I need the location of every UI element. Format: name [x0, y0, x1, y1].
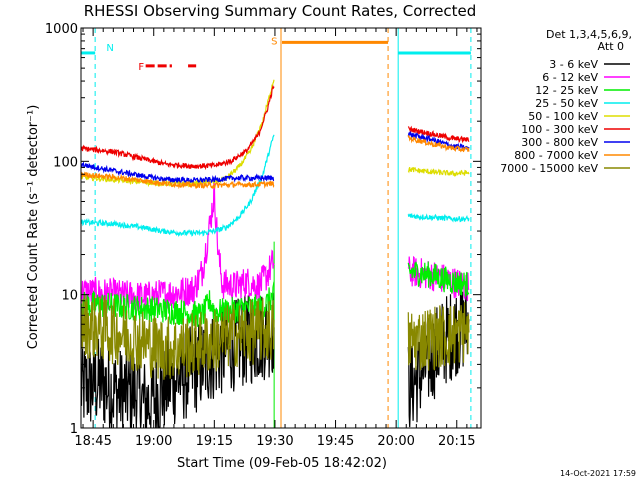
- legend-label-300-800-kev: 300 - 800 keV: [521, 136, 598, 149]
- legend-header-line2: Att 0: [598, 40, 624, 53]
- x-tick-label: 19:45: [317, 434, 354, 449]
- legend-label-6-12-kev: 6 - 12 keV: [542, 71, 598, 84]
- legend-label-25-50-kev: 25 - 50 keV: [535, 97, 598, 110]
- series-100-300-kev: [81, 84, 470, 171]
- night-label: N: [106, 43, 113, 54]
- series-50-100-kev: [81, 79, 470, 188]
- y-tick-label: 1: [70, 422, 78, 437]
- axis-ticks: 1 10 100 1000 18:45 19:00 19:15 19:30 19:45 20:00…: [45, 22, 481, 449]
- legend-label-800-7000-kev: 800 - 7000 keV: [514, 149, 598, 162]
- x-tick-label: 20:15: [438, 434, 475, 449]
- series-line: [407, 213, 470, 223]
- legend-label-50-100-kev: 50 - 100 keV: [528, 110, 598, 123]
- series-line: [81, 295, 275, 380]
- y-tick-label: 100: [53, 155, 78, 170]
- flare-label: F: [138, 62, 144, 73]
- series-6-12-kev: [81, 179, 470, 311]
- series-7000-15000-kev: [81, 295, 470, 380]
- legend-label-3-6-kev: 3 - 6 keV: [549, 58, 598, 71]
- status-bars: N F S: [81, 36, 471, 73]
- series-25-50-kev: [81, 134, 470, 238]
- series-line: [81, 134, 275, 238]
- y-axis-label: Corrected Count Rate (s⁻¹ detector⁻¹): [26, 105, 41, 350]
- x-tick-label: 19:15: [196, 434, 233, 449]
- timestamp: 14-Oct-2021 17:59: [560, 469, 636, 478]
- series-line: [81, 161, 275, 184]
- series-line: [407, 135, 470, 153]
- series-line: [81, 171, 275, 190]
- series-line: [407, 125, 470, 144]
- series-line: [407, 261, 470, 297]
- series-line: [407, 166, 470, 178]
- series-line: [81, 179, 275, 311]
- legend-label-100-300-kev: 100 - 300 keV: [521, 123, 598, 136]
- saa-label: S: [271, 36, 277, 47]
- x-axis-label: Start Time (09-Feb-05 18:42:02): [177, 456, 387, 471]
- series-group: [81, 79, 470, 428]
- x-tick-label: 19:00: [135, 434, 172, 449]
- y-tick-label: 10: [61, 289, 78, 304]
- x-tick-label: 18:45: [74, 434, 111, 449]
- series-line: [81, 84, 275, 171]
- series-800-7000-kev: [81, 135, 470, 190]
- x-tick-label: 20:00: [377, 434, 414, 449]
- series-line: [407, 302, 470, 371]
- legend-header-line1: Det 1,3,4,5,6,9,: [546, 28, 632, 41]
- y-tick-label: 1000: [45, 22, 78, 37]
- x-tick-label: 19:30: [256, 434, 293, 449]
- chart-title: RHESSI Observing Summary Count Rates, Co…: [84, 2, 477, 20]
- legend-label-12-25-kev: 12 - 25 keV: [535, 84, 598, 97]
- plot-frame: [80, 27, 482, 429]
- series-line: [81, 79, 275, 188]
- legend-label-7000-15000-kev: 7000 - 15000 keV: [500, 162, 598, 175]
